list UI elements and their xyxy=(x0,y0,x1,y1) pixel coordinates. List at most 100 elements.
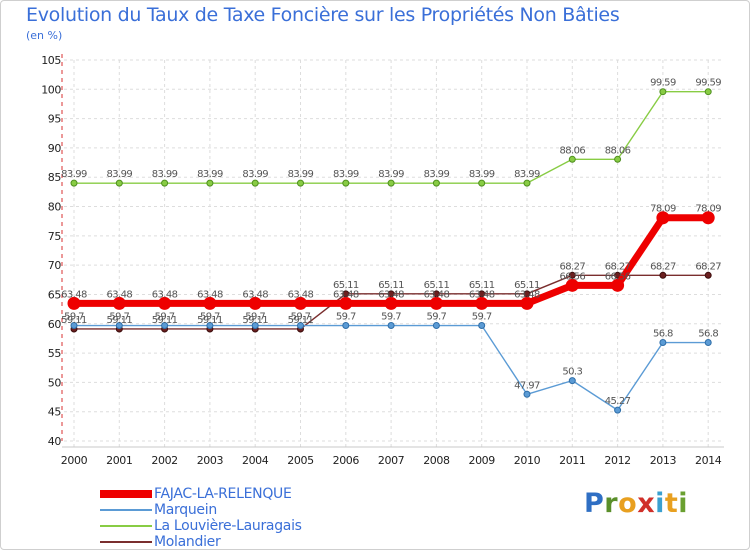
data-point xyxy=(478,179,486,187)
data-label: 63.48 xyxy=(424,289,450,300)
data-label: 65.11 xyxy=(424,280,450,291)
data-point xyxy=(475,296,489,310)
data-label: 45.27 xyxy=(605,396,631,407)
data-label: 63.48 xyxy=(106,289,132,300)
legend-label: Marquein xyxy=(154,502,217,518)
y-tick-label: 80 xyxy=(48,201,62,214)
data-label: 59.7 xyxy=(200,312,220,323)
y-tick-label: 95 xyxy=(48,113,62,126)
data-point xyxy=(614,406,622,414)
y-tick-label: 105 xyxy=(41,54,61,67)
data-point xyxy=(614,155,622,163)
y-tick-label: 50 xyxy=(48,376,62,389)
data-point xyxy=(158,296,172,310)
y-tick-label: 55 xyxy=(48,347,62,360)
y-tick-label: 75 xyxy=(48,230,62,243)
data-point xyxy=(70,322,78,330)
data-point xyxy=(115,322,123,330)
data-point xyxy=(568,377,576,385)
data-point xyxy=(568,155,576,163)
data-label: 59.7 xyxy=(472,312,492,323)
data-point xyxy=(342,290,350,298)
x-tick-label: 2005 xyxy=(287,454,314,467)
x-tick-label: 2008 xyxy=(423,454,450,467)
data-point xyxy=(478,322,486,330)
data-label: 83.99 xyxy=(469,169,495,180)
data-point xyxy=(115,179,123,187)
data-label: 66.56 xyxy=(605,271,631,282)
data-label: 68.27 xyxy=(559,261,585,272)
data-label: 68.27 xyxy=(695,261,721,272)
data-label: 59.11 xyxy=(152,315,178,326)
data-point xyxy=(659,88,667,96)
data-label: 50.3 xyxy=(562,367,582,378)
data-label: 83.99 xyxy=(152,169,178,180)
data-label: 68.27 xyxy=(650,261,676,272)
data-point xyxy=(161,322,169,330)
y-tick-label: 40 xyxy=(48,435,62,448)
data-point xyxy=(432,322,440,330)
data-point xyxy=(704,88,712,96)
data-point xyxy=(297,322,304,330)
data-label: 99.59 xyxy=(650,78,676,89)
x-tick-label: 2007 xyxy=(378,454,405,467)
legend-swatch xyxy=(100,541,152,543)
data-point xyxy=(704,339,712,347)
data-point xyxy=(611,278,625,292)
data-label: 59.7 xyxy=(245,312,265,323)
data-label: 59.7 xyxy=(291,312,311,323)
axes: 40 45 50 55 60 65 70 75 80 85 90 95 100 105 2000 2001 20… xyxy=(41,54,724,467)
data-label: 65.11 xyxy=(378,280,404,291)
x-tick-label: 2014 xyxy=(695,454,722,467)
data-label: 99.59 xyxy=(695,78,721,89)
data-point xyxy=(67,296,81,310)
data-point xyxy=(701,211,715,225)
data-label: 63.48 xyxy=(197,289,223,300)
x-tick-label: 2004 xyxy=(242,454,269,467)
data-label: 63.48 xyxy=(61,289,87,300)
data-label: 63.48 xyxy=(514,289,540,300)
data-point xyxy=(520,296,534,310)
data-point xyxy=(297,179,304,187)
data-label: 68.27 xyxy=(605,261,631,272)
data-label: 65.11 xyxy=(514,280,540,291)
data-label: 59.7 xyxy=(381,312,401,323)
x-tick-label: 2001 xyxy=(106,454,132,467)
data-point xyxy=(206,322,214,330)
data-point xyxy=(70,179,78,187)
y-tick-label: 90 xyxy=(48,142,62,155)
x-tick-label: 2012 xyxy=(604,454,630,467)
legend-swatch xyxy=(100,490,152,498)
proxiti-logo: Proxiti xyxy=(584,488,689,519)
data-label: 83.99 xyxy=(378,169,404,180)
data-point xyxy=(429,296,443,310)
y-tick-label: 70 xyxy=(48,259,62,272)
data-point xyxy=(384,296,398,310)
data-label: 83.99 xyxy=(106,169,132,180)
data-label: 59.11 xyxy=(242,315,268,326)
x-tick-label: 2003 xyxy=(197,454,224,467)
x-tick-label: 2000 xyxy=(61,454,88,467)
data-label: 63.48 xyxy=(333,289,359,300)
data-point xyxy=(523,390,531,398)
data-label: 59.7 xyxy=(155,312,175,323)
data-label: 59.11 xyxy=(106,315,132,326)
data-label: 47.97 xyxy=(514,380,540,391)
data-label: 59.11 xyxy=(61,315,87,326)
legend-swatch xyxy=(100,509,152,511)
x-tick-label: 2009 xyxy=(468,454,495,467)
data-label: 83.99 xyxy=(197,169,223,180)
data-label: 63.48 xyxy=(288,289,314,300)
data-label: 63.48 xyxy=(469,289,495,300)
legend-label: FAJAC-LA-RELENQUE xyxy=(154,486,292,502)
data-label: 83.99 xyxy=(288,169,314,180)
data-label: 59.7 xyxy=(64,312,84,323)
data-label: 83.99 xyxy=(424,169,450,180)
data-label: 78.09 xyxy=(650,204,676,215)
data-point xyxy=(523,290,531,298)
data-label: 59.11 xyxy=(197,315,223,326)
data-point xyxy=(248,296,262,310)
data-point xyxy=(294,296,307,310)
y-tick-label: 60 xyxy=(48,318,62,331)
